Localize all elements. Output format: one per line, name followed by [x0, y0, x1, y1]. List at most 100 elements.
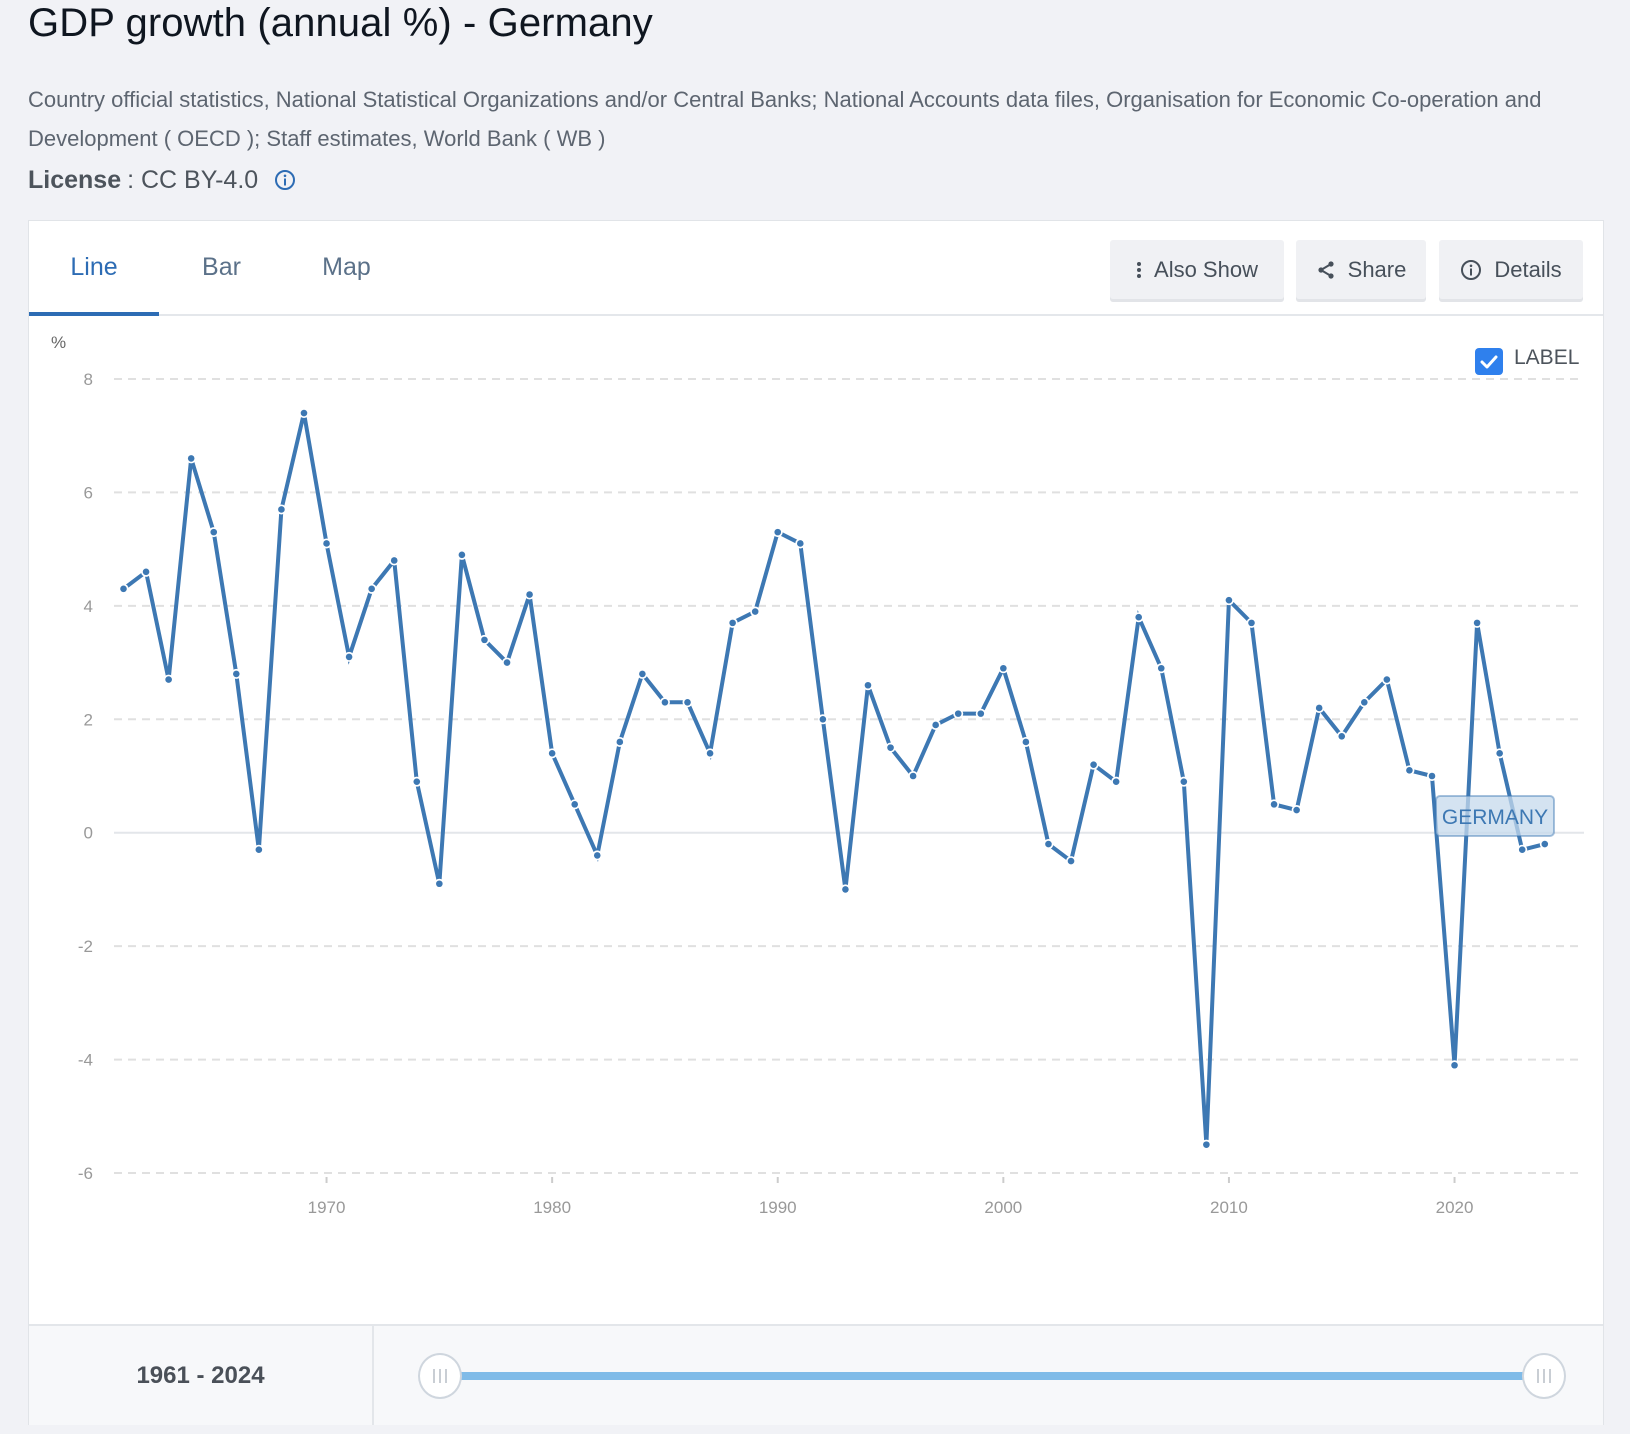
data-point	[751, 608, 759, 615]
data-point	[1112, 778, 1120, 785]
x-tick-label: 1970	[308, 1198, 346, 1217]
details-button[interactable]: Details	[1439, 240, 1583, 299]
line-chart: % 8 6 4 2 0 -2 -4 -6 1970 1980 1990 2000 2010 2020 GERM…	[51, 333, 1584, 1217]
data-point	[142, 568, 150, 576]
data-point	[436, 880, 443, 888]
data-point	[864, 681, 872, 689]
license-value: : CC BY-4.0	[127, 166, 259, 194]
y-tick-label: 6	[84, 483, 93, 502]
data-point	[909, 772, 917, 780]
check-icon	[1480, 355, 1498, 368]
data-point	[1157, 664, 1165, 672]
y-tick-label: -2	[78, 937, 93, 956]
label-checkbox[interactable]	[1475, 348, 1503, 375]
data-point	[503, 659, 511, 666]
data-point	[1315, 704, 1323, 712]
details-label: Details	[1494, 256, 1562, 282]
data-point	[639, 670, 646, 678]
data-point	[1428, 772, 1436, 780]
data-point	[481, 636, 488, 644]
y-tick-label: 8	[84, 370, 93, 389]
data-point	[1248, 619, 1255, 627]
tab-bar-chart[interactable]: Bar	[202, 253, 241, 281]
data-point	[774, 528, 782, 536]
info-circle-icon[interactable]	[274, 169, 296, 191]
also-show-label: Also Show	[1154, 256, 1258, 282]
data-point	[1090, 761, 1097, 768]
data-point	[1045, 840, 1052, 848]
data-point	[187, 455, 195, 462]
chart-card: Line Bar Map Also Show Share Details % 8 6…	[28, 220, 1604, 1425]
data-point	[1000, 664, 1007, 672]
data-point	[413, 778, 421, 785]
license-line: License : CC BY-4.0	[28, 163, 296, 197]
data-point	[571, 801, 578, 808]
data-point	[1473, 619, 1481, 627]
data-point	[977, 710, 985, 717]
tab-bar: Line Bar Map Also Show Share Details	[29, 221, 1603, 316]
range-end-handle[interactable]	[1522, 1353, 1566, 1399]
share-button[interactable]: Share	[1296, 240, 1426, 299]
source-description: Country official statistics, National St…	[28, 87, 1542, 151]
data-point	[233, 670, 240, 678]
data-point	[1338, 733, 1346, 740]
data-point	[458, 551, 466, 559]
range-start-handle[interactable]	[418, 1353, 462, 1399]
data-point	[1406, 767, 1413, 774]
data-point	[1518, 846, 1526, 854]
also-show-button[interactable]: Also Show	[1110, 240, 1284, 299]
tab-map[interactable]: Map	[322, 253, 371, 281]
data-point	[661, 698, 669, 706]
data-point	[526, 591, 533, 598]
x-tick-label: 2000	[984, 1198, 1022, 1217]
y-tick-label: 0	[84, 824, 93, 843]
data-point	[1451, 1061, 1458, 1069]
data-point	[255, 846, 263, 854]
vertical-dots-icon	[1136, 261, 1142, 279]
y-tick-label: -6	[78, 1164, 93, 1183]
data-point	[1293, 806, 1300, 814]
x-tick-label: 1980	[533, 1198, 571, 1217]
data-point	[210, 528, 218, 536]
y-tick-label: 4	[84, 597, 93, 616]
data-point	[390, 557, 398, 564]
data-point	[368, 585, 375, 593]
data-point	[706, 750, 714, 757]
license-label: License	[28, 166, 122, 194]
x-tick-label: 1990	[759, 1198, 797, 1217]
page-title: GDP growth (annual %) - Germany	[28, 1, 653, 45]
series-label-germany: GERMANY	[1435, 795, 1555, 837]
data-point	[1180, 778, 1188, 785]
data-point	[1270, 801, 1278, 808]
data-point	[1022, 738, 1030, 746]
data-point	[278, 506, 285, 513]
data-point	[1383, 676, 1391, 683]
share-label: Share	[1347, 256, 1407, 282]
data-point	[1496, 750, 1503, 757]
data-point	[729, 619, 736, 627]
x-tick-label: 2010	[1210, 1198, 1248, 1217]
data-point	[819, 715, 827, 723]
data-point	[1067, 857, 1075, 865]
data-point	[616, 738, 624, 746]
data-point	[1541, 840, 1549, 848]
data-point	[1135, 613, 1142, 621]
data-point	[842, 886, 849, 893]
series-line-germany	[122, 412, 1546, 1145]
year-range-footer: 1961 - 2024	[29, 1324, 1603, 1425]
data-point	[887, 744, 894, 751]
y-tick-label: 2	[84, 710, 93, 729]
series-label-text: GERMANY	[1442, 806, 1548, 829]
tab-line[interactable]: Line	[29, 221, 159, 316]
year-range-text: 1961 - 2024	[29, 1326, 374, 1425]
data-point	[165, 676, 172, 683]
y-axis-unit-label: %	[51, 333, 66, 352]
range-slider-track[interactable]	[440, 1372, 1544, 1380]
data-point	[684, 698, 691, 706]
info-circle-icon	[1460, 259, 1482, 281]
data-point	[797, 540, 804, 547]
data-point	[548, 750, 556, 757]
data-point	[120, 585, 127, 593]
share-icon	[1316, 260, 1336, 280]
data-point	[300, 409, 308, 417]
